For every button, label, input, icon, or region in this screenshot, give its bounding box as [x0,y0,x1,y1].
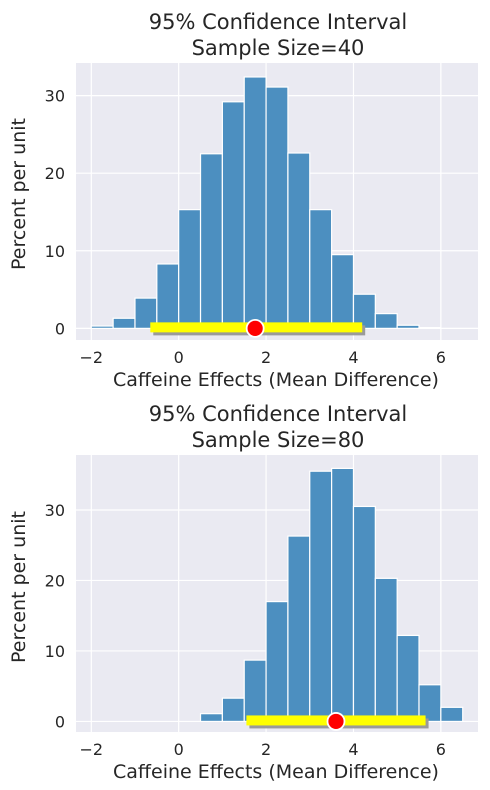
x-tick-label: 0 [174,348,184,367]
histogram-bar [265,86,289,329]
x-tick-label: −2 [79,348,103,367]
x-tick-label: 6 [436,740,446,759]
histogram-bar [331,254,355,329]
histogram-bar [440,706,464,723]
histogram-bar [287,535,311,723]
x-tick-label: 4 [348,740,358,759]
y-tick-label: 20 [45,164,65,183]
y-tick-label: 0 [55,319,65,338]
histogram-bar [374,577,398,723]
histogram-bar [396,634,420,723]
histogram-bar [418,326,442,329]
histogram-bar [331,467,355,723]
x-tick-label: 0 [174,740,184,759]
histogram-bar [374,313,398,329]
histogram-bar [309,209,333,329]
x-axis-label-2: Caffeine Effects (Mean Difference) [113,761,439,783]
histogram-bar [352,505,376,723]
y-axis-label-2: Percent per unit [8,511,30,663]
histogram-bar [396,324,420,329]
y-tick-label: 10 [45,642,65,661]
histogram-bar [199,713,223,723]
histogram-bar [221,697,245,723]
point-estimate-marker [326,712,346,731]
y-tick-label: 20 [45,571,65,590]
y-tick-label: 30 [45,501,65,520]
y-tick-label: 0 [55,712,65,731]
x-tick-label: 2 [261,740,271,759]
y-tick-label: 10 [45,242,65,261]
x-tick-label: 6 [436,348,446,367]
histogram-bar [112,317,136,329]
histogram-bar [243,659,267,723]
x-axis-label-1: Caffeine Effects (Mean Difference) [113,369,439,391]
y-tick-label: 30 [45,87,65,106]
chart-subtitle-1: Sample Size=40 [192,36,365,60]
chart-title-2: 95% Confidence Interval [149,402,408,426]
histogram-bar [199,153,223,329]
histogram-panel-1: −2 0 2 4 6 0 10 20 30 [45,63,478,367]
y-axis-label-1: Percent per unit [8,118,30,270]
histogram-bar [309,470,333,723]
histogram-bar [265,601,289,723]
x-tick-label: 2 [261,348,271,367]
histogram-bar [418,684,442,723]
x-tick-label: 4 [348,348,358,367]
histogram-bar [90,325,114,329]
point-estimate-marker [245,318,265,338]
histogram-bar [287,152,311,329]
histogram-bar [156,263,180,329]
histogram-panel-2: −2 0 2 4 6 0 10 20 30 [45,455,478,759]
histogram-bar [221,101,245,329]
x-tick-label: −2 [79,740,103,759]
chart-title-1: 95% Confidence Interval [149,10,408,34]
histogram-bar [243,76,267,329]
histogram-bar [178,209,202,329]
chart-subtitle-2: Sample Size=80 [192,428,365,452]
